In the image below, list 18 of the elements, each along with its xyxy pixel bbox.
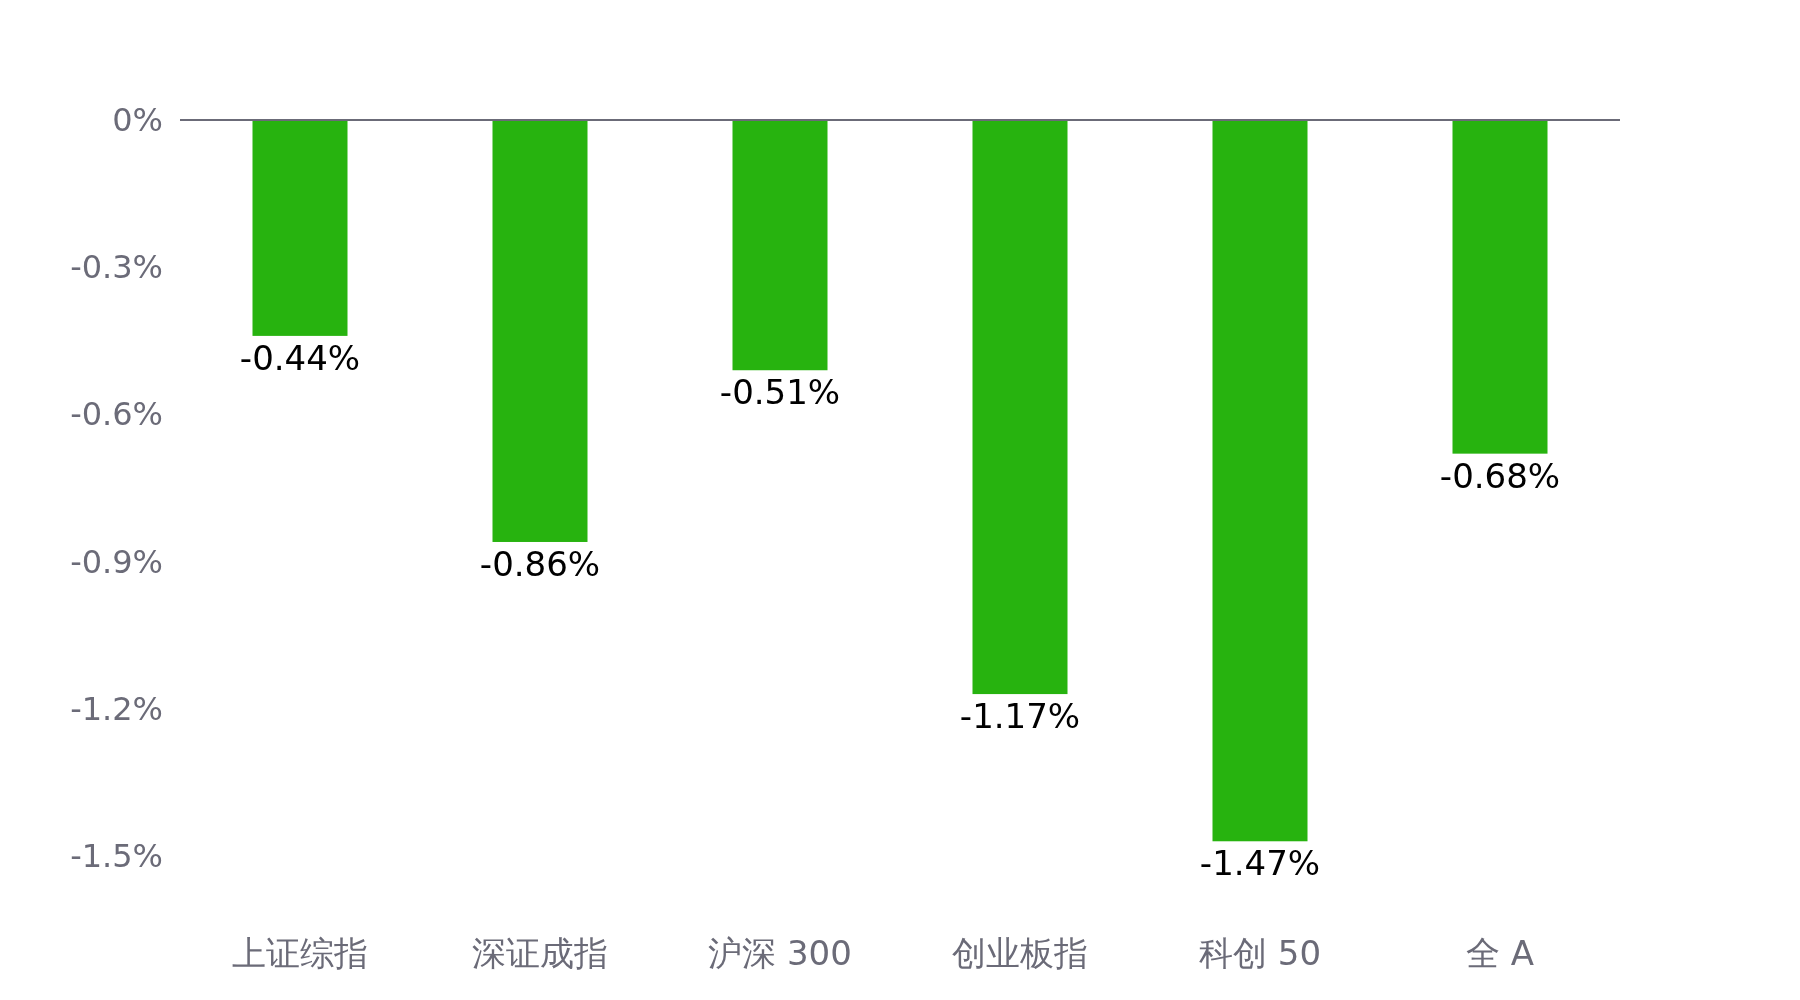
- y-tick-label: 0%: [112, 101, 163, 139]
- x-tick-label: 创业板指: [952, 933, 1088, 973]
- y-tick-label: -0.9%: [70, 542, 163, 581]
- x-tick-label: 科创 50: [1198, 933, 1322, 973]
- y-tick-label: -1.2%: [70, 689, 163, 728]
- data-label: -1.17%: [959, 696, 1081, 737]
- data-label: -0.51%: [719, 372, 841, 413]
- x-tick-label: 全 A: [1465, 933, 1535, 973]
- y-tick-label: -1.5%: [70, 837, 163, 875]
- x-tick-label: 沪深 300: [708, 933, 852, 973]
- x-tick-label: 深证成指: [472, 933, 608, 973]
- y-tick-label: -0.3%: [70, 248, 163, 287]
- data-label: -0.44%: [239, 337, 361, 378]
- data-label: -0.86%: [479, 543, 601, 584]
- x-tick-label: 上证综指: [232, 933, 368, 973]
- data-label: -1.47%: [1199, 843, 1321, 884]
- y-tick-label: -0.6%: [70, 395, 163, 434]
- data-label: -0.68%: [1439, 455, 1561, 496]
